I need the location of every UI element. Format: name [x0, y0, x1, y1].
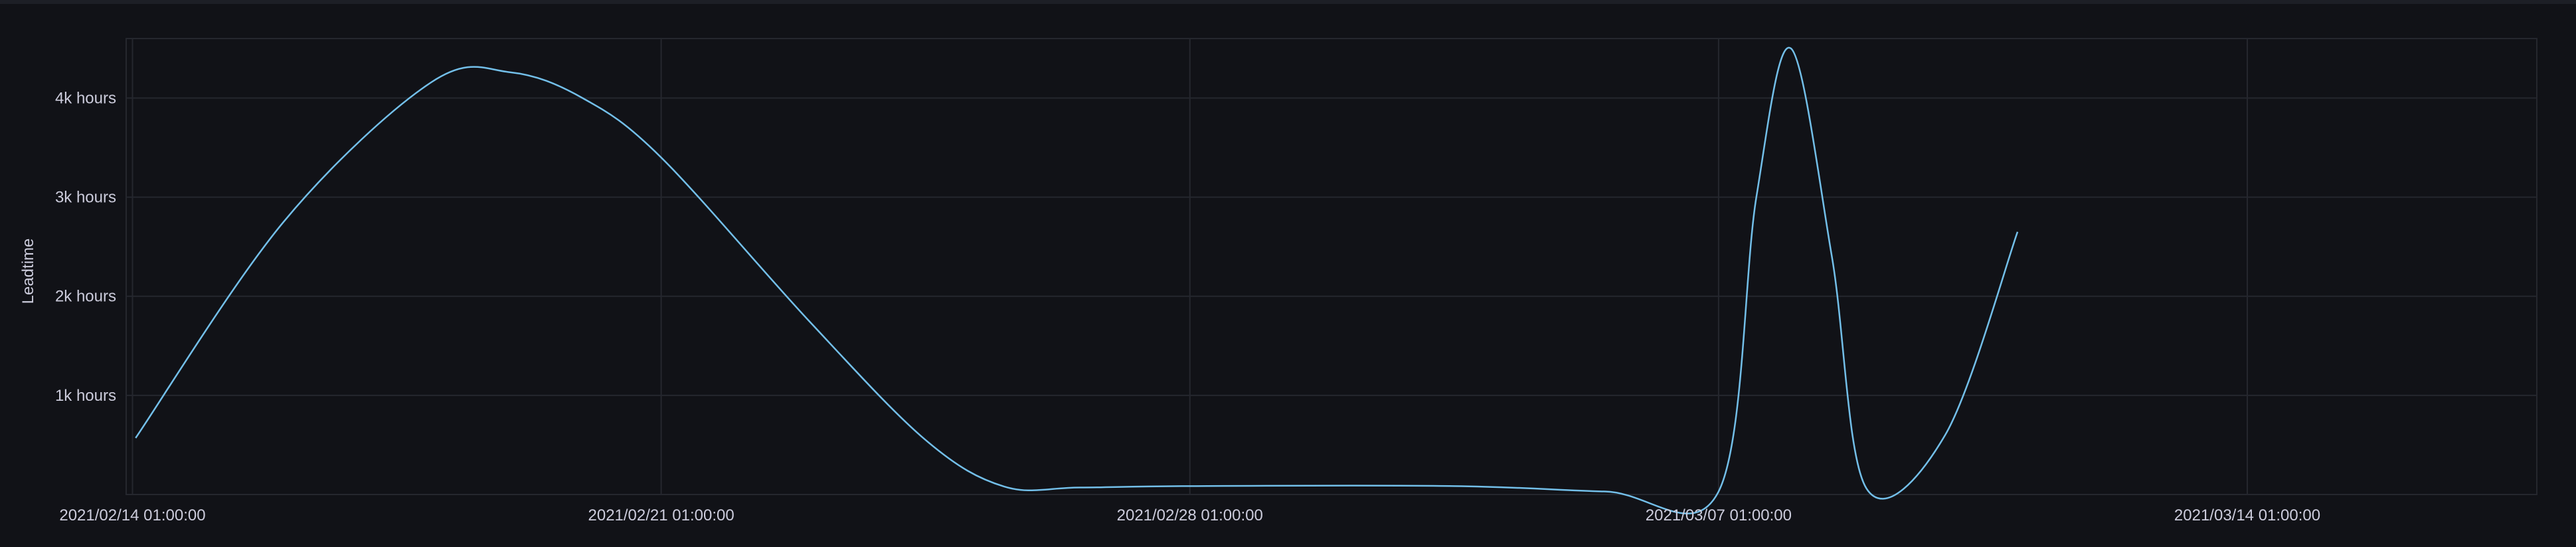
x-tick-label: 2021/02/21 01:00:00: [588, 506, 734, 524]
x-tick-label: 2021/02/14 01:00:00: [59, 506, 205, 524]
x-tick-label: 2021/03/14 01:00:00: [2174, 506, 2320, 524]
y-tick-label: 1k hours: [55, 387, 116, 405]
series-line: [135, 48, 2018, 514]
grid: [126, 39, 2537, 494]
x-axis-ticks: 2021/02/14 01:00:00 2021/02/21 01:00:00 20…: [59, 506, 2320, 524]
y-axis-ticks: 1k hours 2k hours 3k hours 4k hours: [55, 89, 116, 404]
y-tick-label: 3k hours: [55, 189, 116, 207]
y-tick-label: 4k hours: [55, 89, 116, 107]
y-axis-title: Leadtime: [19, 239, 37, 304]
y-tick-label: 2k hours: [55, 288, 116, 306]
x-tick-label: 2021/03/07 01:00:00: [1646, 506, 1792, 524]
leadtime-line-chart: 1k hours 2k hours 3k hours 4k hours 2021/02…: [0, 4, 2576, 547]
x-tick-label: 2021/02/28 01:00:00: [1117, 506, 1263, 524]
plot-frame: [126, 39, 2537, 494]
series-layer: [135, 48, 2018, 514]
